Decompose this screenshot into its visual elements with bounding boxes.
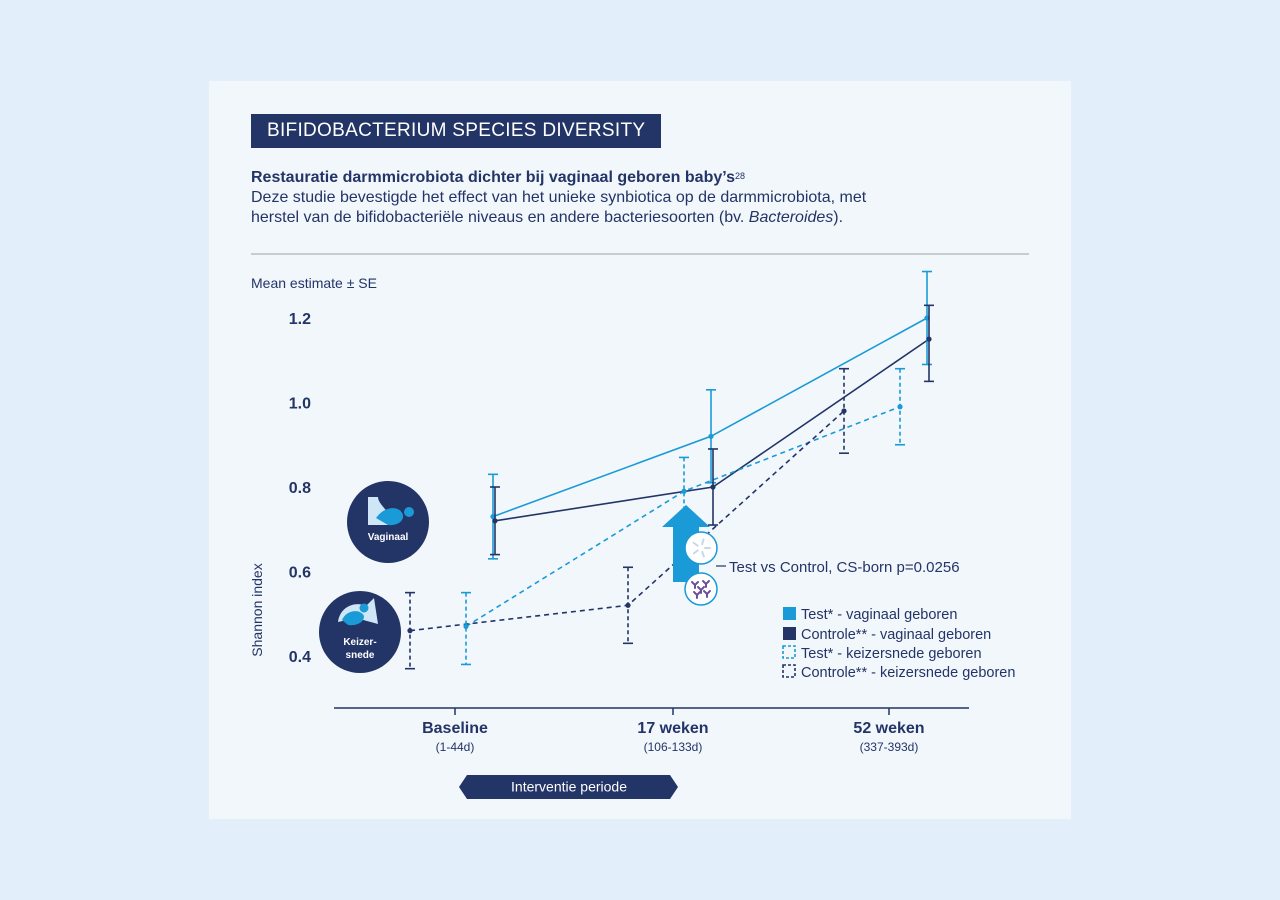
data-point: [463, 623, 469, 630]
data-point: [710, 484, 716, 490]
x-tick-sublabel: (1-44d): [436, 740, 475, 754]
y-tick-label: 0.4: [289, 649, 311, 666]
bacteria-dark-shape: [703, 590, 711, 598]
legend-swatch: [782, 645, 796, 659]
y-tick-label: 1.2: [289, 311, 311, 328]
intervention-period-label: Interventie periode: [511, 779, 627, 795]
bacteria-light-shape: [692, 549, 699, 555]
y-tick-label: 0.8: [289, 480, 311, 497]
y-tick-label: 0.6: [289, 565, 311, 582]
data-point: [841, 408, 847, 414]
legend-label: Test* - keizersnede geboren: [801, 646, 982, 662]
intervention-period-banner: Interventie periode: [459, 775, 678, 799]
bacteria-light-shape: [701, 550, 705, 558]
bacteria-light-shape: [701, 538, 705, 546]
vaginal-badge-label: Vaginaal: [368, 532, 409, 543]
series-line: [494, 338, 930, 522]
legend-label: Test* - vaginaal geboren: [801, 607, 957, 623]
bacteria-light-icon: [684, 531, 718, 565]
baby-head-icon: [404, 507, 414, 517]
p-value-annotation: Test vs Control, CS-born p=0.0256: [729, 559, 960, 576]
legend-swatch: [783, 607, 796, 620]
y-axis-top-label: Mean estimate ± SE: [251, 275, 377, 291]
cs-badge-label-2: snede: [346, 650, 375, 661]
y-tick-label: 1.0: [289, 396, 311, 413]
data-point: [407, 628, 413, 634]
series-line: [409, 410, 845, 632]
cs-badge-label-1: Keizer-: [343, 637, 376, 648]
bacteria-dark-shape: [697, 586, 705, 594]
data-point: [492, 518, 498, 524]
chart-title: BIFIDOBACTERIUM SPECIES DIVERSITY: [267, 120, 646, 141]
legend-swatch: [783, 627, 796, 640]
cs-group-badge: [319, 591, 401, 673]
subtitle-heading: Restauratie darmmicrobiota dichter bij v…: [251, 169, 735, 186]
chart-title-banner: BIFIDOBACTERIUM SPECIES DIVERSITY: [251, 114, 662, 148]
body-line-2-end: ).: [833, 209, 844, 226]
x-tick-label: 17 weken: [637, 720, 708, 737]
bacteria-dark-shape: [691, 581, 699, 589]
bacteria-dark-shape: [702, 580, 710, 588]
legend-swatch: [782, 664, 796, 678]
bacteria-dark-shape: [693, 591, 701, 599]
baby-icon: [376, 508, 404, 526]
data-point: [681, 488, 687, 494]
x-tick-sublabel: (106-133d): [644, 740, 703, 754]
cs-baby-icon: [342, 611, 364, 626]
x-tick-label: 52 weken: [853, 720, 924, 737]
data-point: [625, 602, 631, 608]
legend-label: Controle** - vaginaal geboren: [801, 627, 991, 643]
data-point: [926, 336, 932, 342]
body-line-2-italic: Bacteroides: [748, 209, 834, 226]
chart-description: Restauratie darmmicrobiota dichter bij v…: [251, 168, 1031, 228]
bacteria-light-shape: [692, 541, 699, 547]
subtitle-reference: 28: [734, 171, 745, 181]
divider-line: [251, 253, 1029, 255]
body-line-2: herstel van de bifidobacteriële niveaus …: [251, 209, 749, 226]
x-tick-sublabel: (337-393d): [860, 740, 919, 754]
intervention-period-shape: [459, 775, 678, 799]
y-axis-label: Shannon index: [249, 563, 265, 656]
data-point: [708, 433, 714, 439]
body-line-1: Deze studie bevestigde het effect van he…: [251, 189, 867, 206]
legend-label: Controle** - keizersnede geboren: [801, 665, 1015, 681]
chart-card: [209, 81, 1071, 819]
cs-baby-head-icon: [359, 603, 369, 613]
data-point: [897, 404, 903, 410]
x-tick-label: Baseline: [422, 720, 488, 737]
